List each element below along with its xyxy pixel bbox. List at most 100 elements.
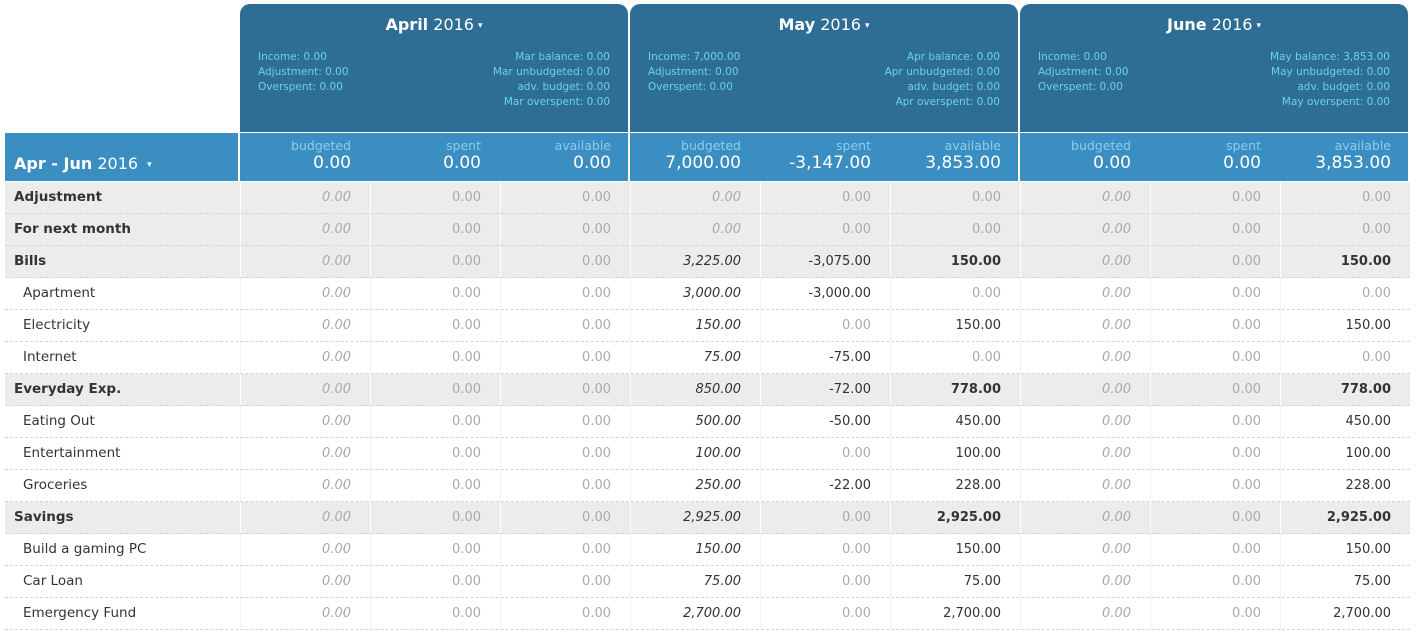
budgeted-cell[interactable]: 75.00 (630, 566, 759, 597)
available-cell: 75.00 (1280, 566, 1409, 597)
category-name[interactable]: Emergency Fund (23, 605, 137, 621)
budgeted-cell[interactable]: 0.00 (630, 182, 759, 213)
month-title[interactable]: April 2016 ▾ (240, 15, 628, 34)
spent-cell: 0.00 (1150, 470, 1279, 501)
budgeted-cell[interactable]: 0.00 (240, 598, 369, 629)
budgeted-cell[interactable]: 0.00 (1020, 246, 1149, 277)
budgeted-cell[interactable]: 0.00 (1020, 406, 1149, 437)
category-name[interactable]: Car Loan (23, 573, 83, 589)
spent-cell: 0.00 (760, 502, 889, 533)
budgeted-cell[interactable]: 150.00 (630, 310, 759, 341)
budgeted-cell[interactable]: 2,925.00 (630, 502, 759, 533)
chevron-down-icon[interactable]: ▾ (1256, 21, 1261, 31)
month-summary-right: Apr balance: 0.00 Apr unbudgeted: 0.00 adv… (885, 50, 1000, 110)
available-cell: 450.00 (1280, 406, 1409, 437)
spent-cell: 0.00 (370, 182, 499, 213)
total-budgeted-value: 7,000.00 (665, 153, 741, 173)
budgeted-cell[interactable]: 3,000.00 (630, 278, 759, 309)
budgeted-cell[interactable]: 0.00 (1020, 534, 1149, 565)
available-cell: 150.00 (890, 246, 1019, 277)
budgeted-cell[interactable]: 75.00 (630, 342, 759, 373)
category-name[interactable]: Internet (23, 349, 77, 365)
spent-cell: -75.00 (760, 342, 889, 373)
budgeted-cell[interactable]: 0.00 (1020, 598, 1149, 629)
total-spent: spent 0.00 (370, 133, 499, 181)
budgeted-cell[interactable]: 0.00 (240, 406, 369, 437)
budgeted-cell[interactable]: 3,225.00 (630, 246, 759, 277)
range-selector[interactable]: Apr - Jun 2016 ▾ (5, 133, 238, 181)
budgeted-cell[interactable]: 0.00 (240, 438, 369, 469)
budgeted-cell[interactable]: 0.00 (1020, 470, 1149, 501)
category-name[interactable]: Groceries (23, 477, 88, 493)
month-title[interactable]: May 2016 ▾ (630, 15, 1018, 34)
spent-cell: 0.00 (1150, 182, 1279, 213)
spent-cell: -3,075.00 (760, 246, 889, 277)
budgeted-cell[interactable]: 0.00 (630, 214, 759, 245)
chevron-down-icon[interactable]: ▾ (477, 21, 483, 31)
category-name[interactable]: Electricity (23, 317, 91, 333)
budgeted-cell[interactable]: 0.00 (1020, 566, 1149, 597)
budgeted-cell[interactable]: 2,700.00 (630, 598, 759, 629)
category-name[interactable]: Everyday Exp. (14, 381, 122, 397)
budgeted-cell[interactable]: 0.00 (240, 182, 369, 213)
total-spent-label: spent (1226, 138, 1261, 153)
category-name[interactable]: Adjustment (14, 189, 103, 205)
available-cell: 228.00 (1280, 470, 1409, 501)
category-name[interactable]: Entertainment (23, 445, 121, 461)
budgeted-cell[interactable]: 0.00 (240, 246, 369, 277)
spent-cell: 0.00 (1150, 342, 1279, 373)
budgeted-cell[interactable]: 0.00 (1020, 438, 1149, 469)
budgeted-cell[interactable]: 100.00 (630, 438, 759, 469)
total-available-value: 3,853.00 (1315, 153, 1391, 173)
chevron-down-icon[interactable]: ▾ (864, 21, 870, 31)
budgeted-cell[interactable]: 0.00 (1020, 374, 1149, 405)
budgeted-cell[interactable]: 0.00 (1020, 182, 1149, 213)
budgeted-cell[interactable]: 850.00 (630, 374, 759, 405)
budgeted-cell[interactable]: 0.00 (1020, 278, 1149, 309)
budgeted-cell[interactable]: 150.00 (630, 534, 759, 565)
budgeted-cell[interactable]: 0.00 (240, 502, 369, 533)
total-spent-label: spent (836, 138, 871, 153)
budgeted-cell[interactable]: 0.00 (1020, 502, 1149, 533)
budgeted-cell[interactable]: 0.00 (1020, 310, 1149, 341)
budgeted-cell[interactable]: 0.00 (240, 342, 369, 373)
available-cell: 0.00 (500, 534, 629, 565)
summary-line: adv. budget: 0.00 (517, 81, 610, 93)
budgeted-cell[interactable]: 0.00 (240, 566, 369, 597)
spent-cell: 0.00 (370, 566, 499, 597)
spent-cell: 0.00 (760, 182, 889, 213)
category-name[interactable]: For next month (14, 221, 131, 237)
category-name[interactable]: Savings (14, 509, 74, 525)
category-row: Electricity 0.00 0.00 0.00 150.00 0.00 150.00 0… (5, 310, 1410, 342)
month-title[interactable]: June 2016 ▾ (1020, 15, 1408, 34)
spent-cell: 0.00 (1150, 406, 1279, 437)
category-name[interactable]: Bills (14, 253, 47, 269)
spent-cell: 0.00 (1150, 310, 1279, 341)
range-label[interactable]: Apr - Jun 2016 ▾ (14, 154, 152, 173)
category-name[interactable]: Build a gaming PC (23, 541, 147, 557)
budgeted-cell[interactable]: 0.00 (240, 278, 369, 309)
summary-line: Adjustment: 0.00 (648, 66, 739, 78)
category-row: Emergency Fund 0.00 0.00 0.00 2,700.00 0.00 2,… (5, 598, 1410, 630)
available-cell: 450.00 (890, 406, 1019, 437)
month-summary-left: Income: 0.00 Adjustment: 0.00 Overspent: 0… (1038, 50, 1129, 95)
budgeted-cell[interactable]: 0.00 (240, 374, 369, 405)
spent-cell: 0.00 (370, 470, 499, 501)
budgeted-cell[interactable]: 0.00 (1020, 214, 1149, 245)
category-name[interactable]: Apartment (23, 285, 96, 301)
spent-cell: 0.00 (370, 406, 499, 437)
budgeted-cell[interactable]: 0.00 (240, 310, 369, 341)
chevron-down-icon[interactable]: ▾ (147, 160, 152, 170)
summary-line: Overspent: 0.00 (1038, 81, 1123, 93)
budgeted-cell[interactable]: 0.00 (1020, 342, 1149, 373)
category-name[interactable]: Eating Out (23, 413, 95, 429)
budgeted-cell[interactable]: 0.00 (240, 470, 369, 501)
budgeted-cell[interactable]: 0.00 (240, 214, 369, 245)
total-budgeted: budgeted 7,000.00 (630, 133, 759, 181)
budgeted-cell[interactable]: 500.00 (630, 406, 759, 437)
category-row: Car Loan 0.00 0.00 0.00 75.00 0.00 75.00 0.00 0.… (5, 566, 1410, 598)
available-cell: 228.00 (890, 470, 1019, 501)
budgeted-cell[interactable]: 250.00 (630, 470, 759, 501)
budgeted-cell[interactable]: 0.00 (240, 534, 369, 565)
